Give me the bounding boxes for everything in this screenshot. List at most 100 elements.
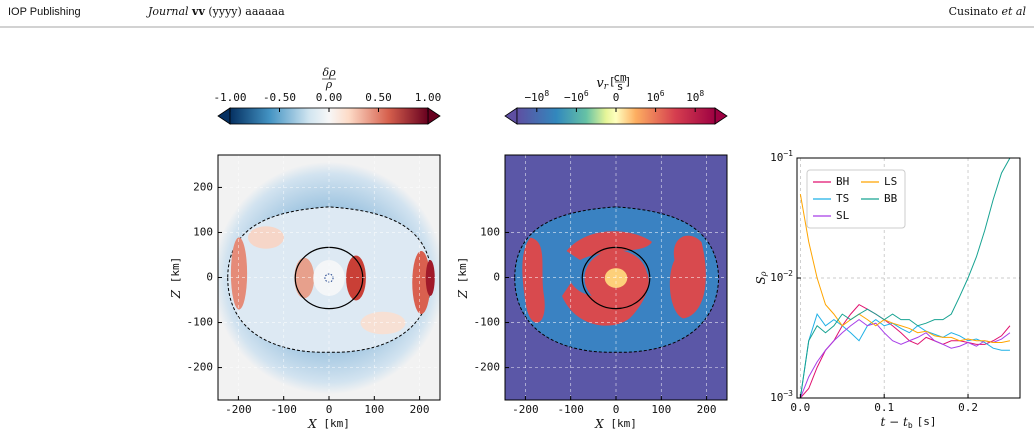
text-part: t − t <box>880 415 908 429</box>
colorbar-label-den: s <box>617 80 624 93</box>
y-tick-label: -100 <box>474 316 501 329</box>
y-tick-label: -200 <box>187 361 214 374</box>
colorbar-label-num: cm <box>613 71 627 84</box>
text-part: 0.0 <box>790 401 810 414</box>
colorbar-label-bracket: [ <box>609 75 616 88</box>
text-part: -1.00 <box>213 91 246 104</box>
y-tick-label: 10−3 <box>770 389 793 405</box>
text-part: 10 <box>647 91 660 104</box>
authors: Cusinato et al <box>949 5 1027 18</box>
journal-ref: Journal vv (yyyy) aaaaaa <box>146 5 285 18</box>
text-part: b <box>908 421 913 430</box>
y-tick-label: 10−2 <box>770 269 793 285</box>
x-tick-label: 100 <box>651 403 671 416</box>
text-part: 10 <box>770 151 783 164</box>
text-part: Z <box>456 289 470 299</box>
axes-frame <box>796 157 1021 399</box>
text-part: −1 <box>783 149 793 158</box>
colorbar-label-bracket: ] <box>625 75 632 88</box>
y-tick-label: -100 <box>187 316 214 329</box>
colorbar-tick-label: -1.00 <box>213 91 246 104</box>
series-line <box>799 194 1011 344</box>
series-line <box>799 303 1011 398</box>
colorbar-extend <box>427 107 441 125</box>
text-part: 10 <box>770 391 783 404</box>
y-tick-label: 0 <box>206 271 213 284</box>
text-part: v <box>596 76 604 91</box>
legend-frame <box>806 169 906 229</box>
colorbar-extend <box>217 107 231 125</box>
y-axis-label: Z [km] <box>456 257 470 299</box>
colorbar-label: vr <box>596 76 608 92</box>
y-tick-label: 0 <box>493 271 500 284</box>
text-part: [km] <box>169 257 182 284</box>
axes-frame <box>504 154 728 401</box>
text-part: 6 <box>584 89 589 98</box>
text-part: −10 <box>564 91 584 104</box>
text-part: 8 <box>699 89 704 98</box>
x-tick-label: -200 <box>225 403 252 416</box>
text-part: X <box>307 417 317 431</box>
x-axis-label: t − tb [s] <box>880 415 936 430</box>
text-part: [km] <box>610 417 637 430</box>
text-part: 10 <box>686 91 699 104</box>
y-tick-label: 100 <box>193 225 213 238</box>
x-tick-label: 0.0 <box>790 401 810 414</box>
x-tick-label: 0 <box>613 403 620 416</box>
colorbar-tick-label: 0.00 <box>316 91 343 104</box>
colorbar-extend <box>504 107 518 125</box>
colorbar-label-den: ρ <box>325 78 333 91</box>
text-part: −3 <box>783 389 793 398</box>
x-tick-label: 100 <box>364 403 384 416</box>
text-part: 10 <box>770 271 783 284</box>
text-part: X <box>594 417 604 431</box>
y-axis-label: Z [km] <box>169 257 183 299</box>
legend-label: BH <box>836 175 849 188</box>
text-part: ρ <box>759 271 768 277</box>
x-tick-label: -100 <box>557 403 584 416</box>
text-part: r <box>604 82 609 92</box>
colorbar-tick-label: 106 <box>647 89 665 105</box>
legend-label: SL <box>836 209 850 222</box>
text-part: [s] <box>917 415 937 428</box>
text-part: [km] <box>456 257 469 284</box>
text-part: -0.50 <box>263 91 296 104</box>
y-axis-label: Sρ <box>754 271 769 284</box>
colorbar-tick-label: 0 <box>613 91 620 104</box>
x-axis-label: X [km] <box>594 417 637 431</box>
legend-label: TS <box>836 192 849 205</box>
y-tick-label: 200 <box>193 180 213 193</box>
x-tick-label: -100 <box>270 403 297 416</box>
colorbar-tick-label: 1.00 <box>415 91 442 104</box>
y-tick-label: 10−1 <box>770 149 793 165</box>
axes-frame <box>217 154 441 401</box>
text-part: −10 <box>524 91 544 104</box>
colorbar-tick-label: 108 <box>686 89 704 105</box>
legend-label: LS <box>884 175 897 188</box>
colorbar-extend <box>714 107 728 125</box>
y-tick-label: 100 <box>480 225 500 238</box>
colorbar-tick-label: 0.50 <box>365 91 392 104</box>
x-tick-label: 0.1 <box>874 401 894 414</box>
series-line <box>799 158 1011 398</box>
x-tick-label: 200 <box>410 403 430 416</box>
text-part: Z <box>169 289 183 299</box>
text-part: 8 <box>544 89 549 98</box>
text-part: S <box>754 276 768 284</box>
text-part: −2 <box>783 269 793 278</box>
x-tick-label: 200 <box>697 403 717 416</box>
x-tick-label: 0 <box>326 403 333 416</box>
text-part: 0.00 <box>316 91 343 104</box>
series-line <box>799 318 1011 398</box>
x-tick-label: 0.2 <box>958 401 978 414</box>
colorbar-tick-label: -0.50 <box>263 91 296 104</box>
colorbar-tick-label: −106 <box>564 89 589 105</box>
colorbar-label-num: δρ <box>322 66 336 79</box>
publisher: IOP Publishing <box>8 6 81 18</box>
y-tick-label: -200 <box>474 361 501 374</box>
text-part: 6 <box>660 89 665 98</box>
text-part: [km] <box>323 417 350 430</box>
legend-label: BB <box>884 192 898 205</box>
series-line <box>799 313 1010 398</box>
